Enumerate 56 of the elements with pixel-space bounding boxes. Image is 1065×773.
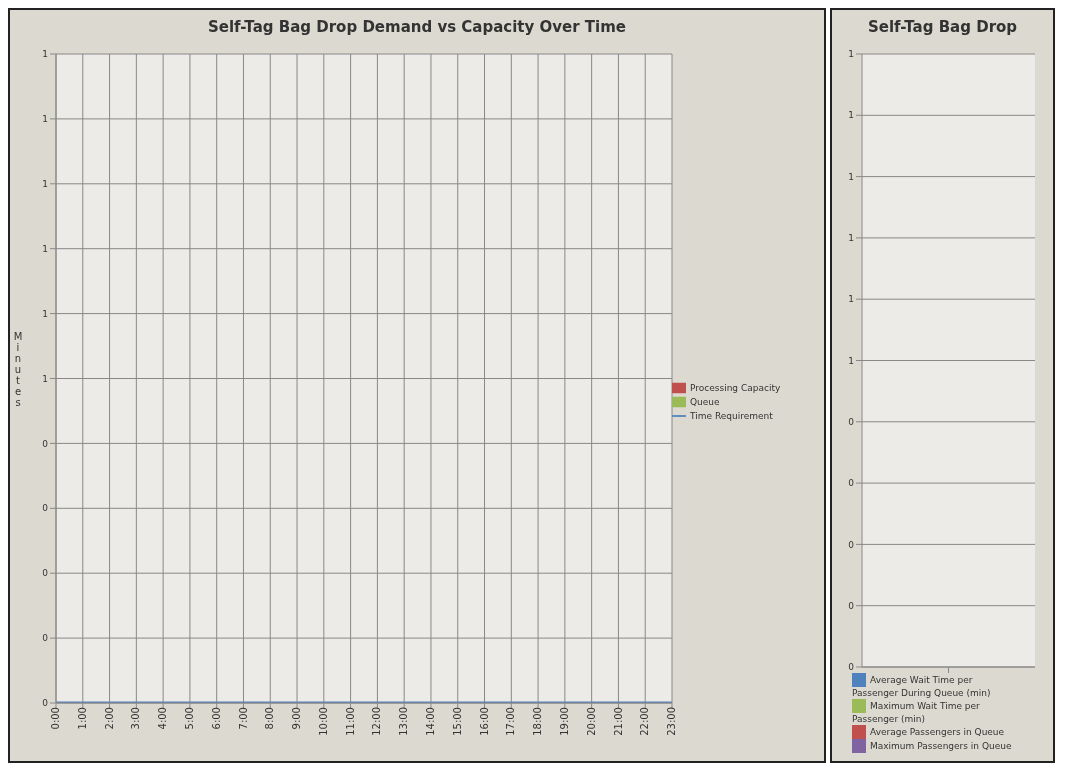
x-tick-label: 0:00 bbox=[50, 707, 62, 730]
y-tick-label: 0 bbox=[848, 600, 855, 611]
y-tick-label: 1 bbox=[42, 308, 48, 319]
y-tick-label: 1 bbox=[848, 355, 854, 366]
legend-label: Maximum Passengers in Queue bbox=[870, 740, 1012, 751]
legend-label: Average Passengers in Queue bbox=[870, 726, 1005, 737]
x-tick-label: 9:00 bbox=[291, 707, 303, 730]
chart-title: Self-Tag Bag Drop Demand vs Capacity Over Time bbox=[206, 17, 627, 38]
legend-label: Time Requirement bbox=[690, 410, 773, 420]
y-tick-label: 0 bbox=[42, 698, 49, 709]
x-tick-label: 14:00 bbox=[425, 707, 437, 736]
x-tick-label: 19:00 bbox=[558, 707, 570, 736]
y-tick-label: 1 bbox=[848, 49, 854, 60]
x-tick-label: 23:00 bbox=[666, 707, 678, 736]
x-tick-label: 8:00 bbox=[264, 707, 276, 730]
x-tick-label: 16:00 bbox=[478, 707, 490, 736]
y-tick-label: 0 bbox=[42, 633, 49, 644]
y-tick-label: 0 bbox=[42, 503, 49, 514]
x-tick-label: 7:00 bbox=[237, 707, 249, 730]
y-tick-label: 0 bbox=[848, 416, 855, 427]
legend-label: Maximum Wait Time per Passenger (min) bbox=[852, 700, 980, 724]
y-tick-label: 1 bbox=[848, 110, 854, 121]
x-tick-label: 12:00 bbox=[371, 707, 383, 736]
y-tick-label: 1 bbox=[42, 243, 48, 254]
legend-label: Average Wait Time per Passenger During Queue (min) bbox=[852, 674, 991, 698]
legend-label: Queue bbox=[690, 396, 720, 406]
x-tick-label: 18:00 bbox=[532, 707, 544, 736]
y-tick-label: 0 bbox=[42, 438, 49, 449]
x-tick-label: 5:00 bbox=[184, 707, 196, 730]
x-tick-label: 4:00 bbox=[157, 707, 169, 730]
y-axis-title: Minutes bbox=[13, 331, 23, 408]
x-tick-label: 20:00 bbox=[585, 707, 597, 736]
x-tick-label: 6:00 bbox=[210, 707, 222, 730]
x-tick-label: 22:00 bbox=[639, 707, 651, 736]
y-tick-label: 1 bbox=[848, 171, 854, 182]
y-tick-label: 0 bbox=[42, 568, 49, 579]
y-tick-label: 0 bbox=[848, 478, 855, 489]
x-tick-label: 13:00 bbox=[398, 707, 410, 736]
y-tick-label: 1 bbox=[42, 179, 48, 189]
y-tick-label: 0 bbox=[848, 662, 855, 673]
x-tick-label: 11:00 bbox=[344, 707, 356, 736]
x-tick-label: 15:00 bbox=[451, 707, 463, 736]
x-tick-label: 1:00 bbox=[76, 707, 88, 730]
legend-label: Processing Capacity bbox=[690, 382, 781, 392]
x-tick-label: 2:00 bbox=[103, 707, 115, 730]
y-tick-label: 1 bbox=[42, 373, 48, 384]
chart-title: Self-Tag Bag Drop bbox=[866, 17, 1019, 38]
y-tick-label: 1 bbox=[42, 49, 48, 60]
y-tick-label: 1 bbox=[42, 114, 48, 125]
y-tick-label: 1 bbox=[848, 233, 854, 244]
x-tick-label: 3:00 bbox=[130, 707, 142, 730]
x-tick-label: 10:00 bbox=[317, 707, 329, 736]
x-tick-label: 21:00 bbox=[612, 707, 624, 736]
x-tick-label: 17:00 bbox=[505, 707, 517, 736]
y-tick-label: 0 bbox=[848, 539, 855, 550]
y-tick-label: 1 bbox=[848, 294, 854, 305]
